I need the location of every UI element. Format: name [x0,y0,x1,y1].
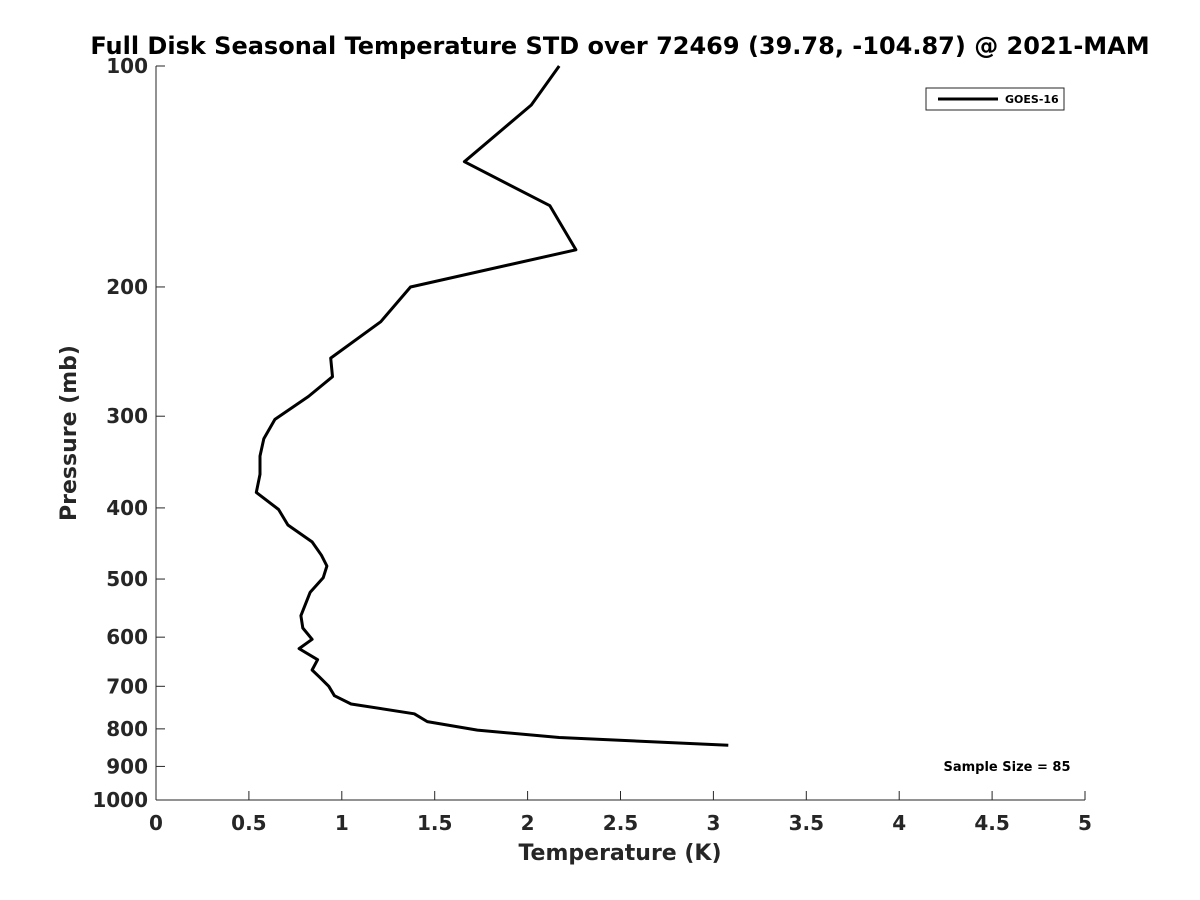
y-tick-label: 800 [106,717,148,741]
x-tick-label: 3 [706,811,720,835]
x-tick-label: 5 [1078,811,1092,835]
y-axis-label: Pressure (mb) [57,345,82,521]
x-tick-label: 4.5 [974,811,1009,835]
y-axis-ticks: 100 200 300 400 500 600 700 800 900 1000 [92,54,165,812]
y-tick-label: 400 [106,496,148,520]
x-axis-ticks: 0 0.5 1 1.5 2 2.5 3 3.5 4 4.5 5 [149,791,1092,835]
legend-label-goes16: GOES-16 [1005,93,1059,106]
x-tick-label: 1.5 [417,811,452,835]
x-axis-label: Temperature (K) [518,841,721,866]
x-tick-label: 3.5 [789,811,824,835]
x-tick-label: 2 [521,811,535,835]
series-layer [254,65,729,747]
sample-size-annotation: Sample Size = 85 [943,760,1070,775]
y-tick-label: 1000 [92,788,148,812]
x-tick-label: 2.5 [603,811,638,835]
x-tick-label: 1 [335,811,349,835]
x-tick-label: 4 [892,811,906,835]
y-tick-label: 300 [106,404,148,428]
y-tick-label: 600 [106,625,148,649]
y-tick-label: 900 [106,754,148,778]
x-tick-label: 0.5 [231,811,266,835]
y-tick-label: 200 [106,275,148,299]
x-tick-label: 0 [149,811,163,835]
y-tick-label: 700 [106,674,148,698]
legend: GOES-16 [925,87,1065,111]
y-tick-label: 500 [106,567,148,591]
y-tick-label: 100 [106,54,148,78]
series-line-goes-16 [254,65,729,747]
chart-title: Full Disk Seasonal Temperature STD over … [90,32,1149,60]
